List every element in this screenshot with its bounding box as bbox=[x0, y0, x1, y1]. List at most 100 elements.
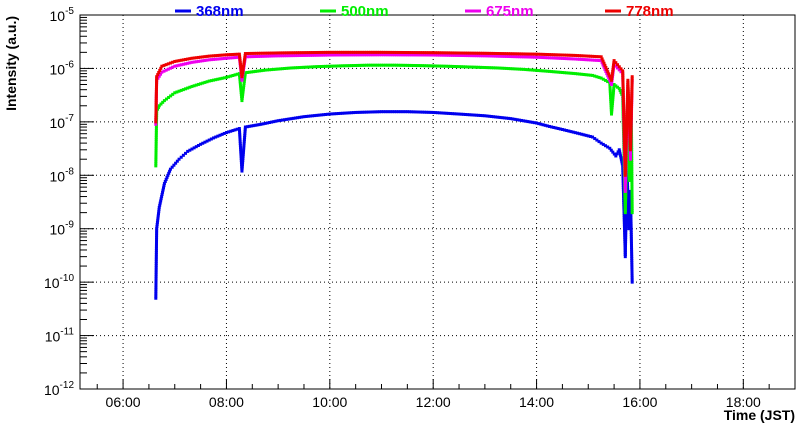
data-point-675nm bbox=[164, 68, 168, 72]
data-point-500nm bbox=[573, 72, 577, 76]
data-point-500nm bbox=[243, 75, 247, 79]
data-point-500nm bbox=[285, 66, 289, 70]
data-point-368nm bbox=[397, 110, 401, 114]
data-point-778nm bbox=[586, 54, 590, 58]
data-point-778nm bbox=[160, 64, 164, 68]
data-point-500nm bbox=[599, 76, 603, 80]
data-point-368nm bbox=[629, 213, 633, 217]
data-point-500nm bbox=[479, 65, 483, 69]
data-point-500nm bbox=[567, 71, 571, 75]
data-point-778nm bbox=[629, 113, 633, 117]
data-point-368nm bbox=[154, 277, 158, 281]
data-point-778nm bbox=[604, 65, 608, 69]
data-point-675nm bbox=[425, 53, 429, 57]
data-point-675nm bbox=[207, 58, 211, 62]
data-point-368nm bbox=[630, 256, 634, 260]
data-point-778nm bbox=[472, 51, 476, 55]
data-point-368nm bbox=[203, 140, 207, 144]
data-point-778nm bbox=[558, 53, 562, 57]
data-point-675nm bbox=[500, 54, 504, 58]
data-point-500nm bbox=[466, 65, 470, 69]
data-point-368nm bbox=[243, 131, 247, 135]
data-point-368nm bbox=[601, 142, 605, 146]
data-point-778nm bbox=[606, 70, 610, 74]
data-point-500nm bbox=[608, 91, 612, 95]
data-point-500nm bbox=[611, 95, 615, 99]
data-point-778nm bbox=[474, 51, 478, 55]
data-point-500nm bbox=[630, 167, 634, 171]
data-point-368nm bbox=[268, 121, 272, 125]
data-point-368nm bbox=[629, 235, 633, 239]
data-point-778nm bbox=[630, 92, 634, 96]
data-point-368nm bbox=[468, 113, 472, 117]
data-point-778nm bbox=[629, 131, 633, 135]
data-point-368nm bbox=[238, 135, 242, 139]
data-point-778nm bbox=[626, 85, 630, 89]
data-point-500nm bbox=[603, 78, 607, 82]
data-point-675nm bbox=[259, 54, 263, 58]
data-point-500nm bbox=[552, 70, 556, 74]
data-point-368nm bbox=[154, 288, 158, 292]
data-point-500nm bbox=[595, 75, 599, 79]
data-point-500nm bbox=[203, 80, 207, 84]
data-point-500nm bbox=[584, 73, 588, 77]
data-point-675nm bbox=[489, 54, 493, 58]
data-point-368nm bbox=[154, 272, 158, 276]
data-point-368nm bbox=[401, 110, 405, 114]
data-point-675nm bbox=[192, 60, 196, 64]
data-point-675nm bbox=[227, 56, 231, 60]
data-point-500nm bbox=[608, 85, 612, 89]
data-point-368nm bbox=[617, 148, 621, 152]
data-point-500nm bbox=[630, 193, 634, 197]
data-point-500nm bbox=[364, 63, 368, 67]
data-point-500nm bbox=[541, 69, 545, 73]
data-point-778nm bbox=[626, 91, 630, 95]
data-point-368nm bbox=[626, 205, 630, 209]
data-point-675nm bbox=[313, 53, 317, 57]
data-point-500nm bbox=[565, 71, 569, 75]
data-point-368nm bbox=[272, 120, 276, 124]
data-point-368nm bbox=[556, 126, 560, 130]
data-point-368nm bbox=[414, 110, 418, 114]
data-point-675nm bbox=[308, 53, 312, 57]
data-point-778nm bbox=[164, 63, 168, 67]
data-point-675nm bbox=[354, 53, 358, 57]
data-point-500nm bbox=[433, 64, 437, 68]
data-point-675nm bbox=[270, 54, 274, 58]
data-point-368nm bbox=[547, 124, 551, 128]
data-point-675nm bbox=[341, 53, 345, 57]
data-point-675nm bbox=[256, 54, 260, 58]
data-point-778nm bbox=[194, 56, 198, 60]
data-point-500nm bbox=[481, 65, 485, 69]
data-point-368nm bbox=[630, 254, 634, 258]
data-point-500nm bbox=[296, 66, 300, 70]
data-point-500nm bbox=[317, 65, 321, 69]
data-point-778nm bbox=[238, 56, 242, 60]
data-point-675nm bbox=[599, 59, 603, 63]
data-point-368nm bbox=[629, 230, 633, 234]
data-point-675nm bbox=[535, 55, 539, 59]
data-point-675nm bbox=[431, 53, 435, 57]
data-point-500nm bbox=[253, 69, 257, 73]
data-point-675nm bbox=[328, 53, 332, 57]
data-point-500nm bbox=[229, 74, 233, 78]
data-point-500nm bbox=[517, 67, 521, 71]
data-point-368nm bbox=[628, 189, 632, 193]
data-point-368nm bbox=[623, 248, 627, 252]
data-point-368nm bbox=[624, 242, 628, 246]
data-point-778nm bbox=[375, 50, 379, 54]
data-point-500nm bbox=[336, 64, 340, 68]
data-point-500nm bbox=[173, 91, 177, 95]
data-point-675nm bbox=[177, 63, 181, 67]
data-point-778nm bbox=[205, 54, 209, 58]
data-point-500nm bbox=[628, 172, 632, 176]
data-point-368nm bbox=[560, 127, 564, 131]
data-point-675nm bbox=[603, 67, 607, 71]
data-point-368nm bbox=[626, 186, 630, 190]
data-point-778nm bbox=[624, 141, 628, 145]
data-point-368nm bbox=[498, 115, 502, 119]
data-point-500nm bbox=[547, 69, 551, 73]
data-point-675nm bbox=[539, 55, 543, 59]
data-point-368nm bbox=[155, 229, 159, 233]
data-point-368nm bbox=[155, 220, 159, 224]
